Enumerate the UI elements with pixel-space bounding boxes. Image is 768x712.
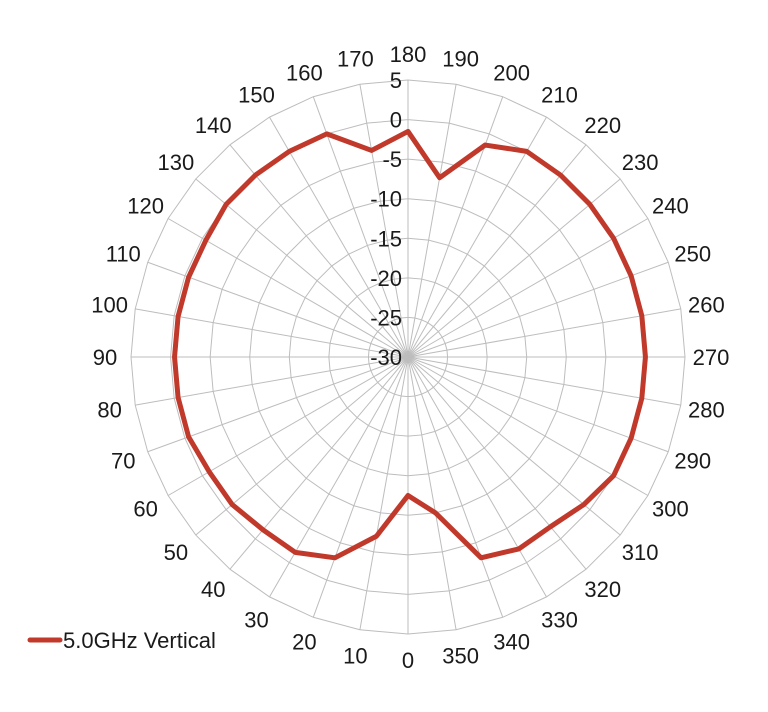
ring--10 xyxy=(249,198,567,516)
radial-tick--5: -5 xyxy=(382,147,402,172)
spoke-260 xyxy=(407,308,681,358)
angle-label-10: 10 xyxy=(343,643,367,668)
radial-tick--30: -30 xyxy=(370,345,402,370)
spoke-190 xyxy=(407,84,457,358)
angle-label-350: 350 xyxy=(442,643,479,668)
spoke-20 xyxy=(312,356,409,618)
angle-label-190: 190 xyxy=(442,47,479,72)
angle-label-160: 160 xyxy=(286,60,323,85)
spoke-350 xyxy=(407,356,457,630)
spoke-290 xyxy=(407,356,669,453)
spoke-200 xyxy=(407,96,504,358)
angle-label-40: 40 xyxy=(201,577,225,602)
angle-label-220: 220 xyxy=(584,113,621,138)
spoke-310 xyxy=(407,356,621,536)
angle-label-170: 170 xyxy=(337,47,374,72)
spoke-210 xyxy=(407,116,547,358)
spoke-230 xyxy=(407,178,621,358)
spoke-320 xyxy=(407,356,587,570)
spoke-80 xyxy=(135,356,409,406)
angle-label-70: 70 xyxy=(111,449,135,474)
ring--25 xyxy=(367,316,449,398)
spoke-130 xyxy=(195,178,409,358)
spoke-30 xyxy=(269,356,409,598)
spoke-100 xyxy=(135,308,409,358)
angle-label-20: 20 xyxy=(292,630,316,655)
angle-label-110: 110 xyxy=(106,241,141,266)
angle-label-340: 340 xyxy=(493,630,530,655)
radial-tick--15: -15 xyxy=(370,226,402,251)
angle-label-330: 330 xyxy=(541,607,578,632)
angle-label-210: 210 xyxy=(541,83,578,108)
angle-label-80: 80 xyxy=(97,398,121,423)
angle-label-140: 140 xyxy=(195,113,232,138)
spoke-340 xyxy=(407,356,504,618)
spoke-120 xyxy=(167,218,409,358)
angle-label-90: 90 xyxy=(93,345,117,370)
angle-label-0: 0 xyxy=(402,648,414,673)
spoke-160 xyxy=(312,96,409,358)
angle-label-30: 30 xyxy=(244,607,268,632)
angle-labels: 0102030405060708090100110120130140150160… xyxy=(91,42,729,673)
angle-label-280: 280 xyxy=(688,398,725,423)
ring--5 xyxy=(209,158,607,556)
ring-5 xyxy=(130,79,686,635)
spoke-40 xyxy=(229,356,409,570)
ring--20 xyxy=(328,277,488,437)
spoke-240 xyxy=(407,218,649,358)
spoke-10 xyxy=(359,356,409,630)
angle-label-150: 150 xyxy=(238,83,275,108)
angle-label-250: 250 xyxy=(674,241,711,266)
spoke-110 xyxy=(147,261,409,358)
angle-label-300: 300 xyxy=(652,497,689,522)
spoke-150 xyxy=(269,116,409,358)
angle-label-50: 50 xyxy=(164,540,188,565)
radial-tick-5: 5 xyxy=(390,68,402,93)
angle-label-130: 130 xyxy=(158,150,195,175)
spoke-170 xyxy=(359,84,409,358)
spoke-50 xyxy=(195,356,409,536)
angle-label-200: 200 xyxy=(493,60,530,85)
angle-label-290: 290 xyxy=(674,449,711,474)
spoke-220 xyxy=(407,144,587,358)
series-layer xyxy=(172,128,648,561)
angle-label-100: 100 xyxy=(91,292,128,317)
spoke-300 xyxy=(407,356,649,496)
angle-label-240: 240 xyxy=(652,194,689,219)
angular-grid xyxy=(131,80,685,634)
angle-label-180: 180 xyxy=(390,42,427,67)
radial-tick--25: -25 xyxy=(370,305,402,330)
radial-labels: 5 0 -5 -10 -15 -20 -25 -30 xyxy=(370,68,402,370)
legend-label-series-0: 5.0GHz Vertical xyxy=(63,628,216,653)
ring--15 xyxy=(288,237,528,477)
radial-tick-0: 0 xyxy=(390,108,402,133)
angle-label-120: 120 xyxy=(127,194,164,219)
angle-label-60: 60 xyxy=(133,497,157,522)
angle-label-270: 270 xyxy=(693,345,730,370)
angle-label-310: 310 xyxy=(622,540,659,565)
radial-tick--20: -20 xyxy=(370,266,402,291)
spoke-70 xyxy=(147,356,409,453)
spoke-140 xyxy=(229,144,409,358)
spoke-250 xyxy=(407,261,669,358)
radial-tick--10: -10 xyxy=(370,187,402,212)
angle-label-260: 260 xyxy=(688,292,725,317)
angle-label-320: 320 xyxy=(584,577,621,602)
angle-label-230: 230 xyxy=(622,150,659,175)
spoke-280 xyxy=(407,356,681,406)
spoke-330 xyxy=(407,356,547,598)
legend: 5.0GHz Vertical xyxy=(27,628,216,653)
